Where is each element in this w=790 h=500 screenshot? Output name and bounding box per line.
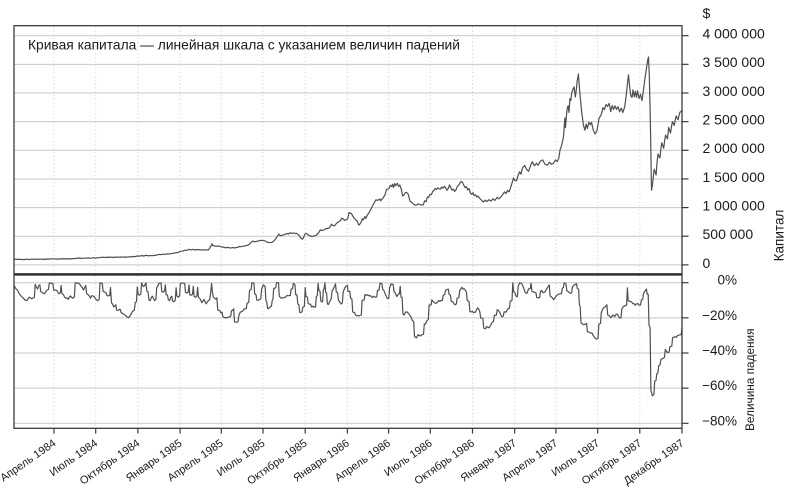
svg-text:2 500 000: 2 500 000 [703, 112, 765, 128]
svg-text:4 000 000: 4 000 000 [703, 26, 765, 42]
svg-text:Капитал: Капитал [772, 210, 787, 262]
svg-text:1 000 000: 1 000 000 [703, 198, 765, 214]
svg-text:−20%: −20% [702, 308, 737, 323]
svg-text:3 500 000: 3 500 000 [703, 54, 765, 70]
svg-text:−80%: −80% [702, 413, 737, 428]
svg-text:Величина падения: Величина падения [743, 328, 757, 431]
svg-text:1 500 000: 1 500 000 [703, 169, 765, 185]
svg-text:$: $ [703, 5, 711, 21]
svg-text:0: 0 [703, 255, 711, 271]
svg-text:2 000 000: 2 000 000 [703, 140, 765, 156]
svg-text:−40%: −40% [702, 343, 737, 358]
svg-text:3 000 000: 3 000 000 [703, 83, 765, 99]
svg-text:0%: 0% [717, 273, 737, 288]
svg-text:−60%: −60% [702, 378, 737, 393]
svg-text:500 000: 500 000 [703, 226, 754, 242]
svg-text:Кривая капитала — линейная шка: Кривая капитала — линейная шкала с указа… [28, 38, 460, 53]
